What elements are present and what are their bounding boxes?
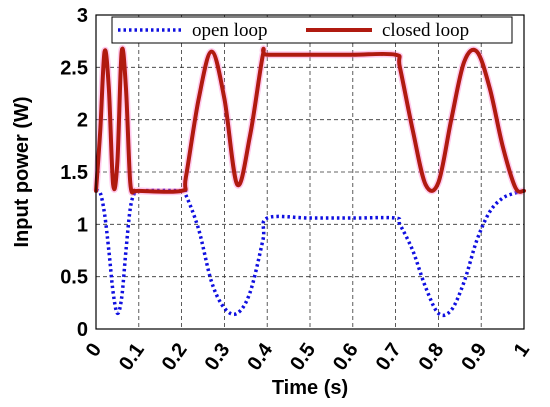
plot-frame — [95, 14, 525, 330]
y-tick-label: 0 — [77, 319, 88, 341]
y-tick-label: 1.5 — [60, 162, 88, 184]
legend-label-closed-loop: closed loop — [382, 20, 469, 41]
x-tick-label: 0.6 — [329, 339, 363, 374]
series-line-closed-loop — [94, 46, 526, 195]
x-tick-label: 1 — [510, 339, 534, 361]
x-tick-label: 0.2 — [158, 339, 192, 374]
legend: open loop closed loop — [111, 16, 513, 44]
y-tick-label: 2.5 — [60, 57, 88, 79]
x-tick-label: 0.8 — [415, 339, 449, 374]
y-axis-title: Input power (W) — [11, 96, 33, 247]
y-tick-label: 0.5 — [60, 267, 88, 289]
series-layer — [92, 45, 526, 318]
x-tick-label: 0 — [82, 339, 106, 361]
y-tick-label: 2 — [77, 110, 88, 132]
x-tick-label: 0.3 — [201, 339, 235, 374]
x-axis-title: Time (s) — [272, 377, 348, 399]
y-tick-label: 1 — [77, 214, 88, 236]
x-tick-label: 0.4 — [243, 339, 277, 375]
x-tick-label: 0.5 — [286, 339, 320, 374]
y-tick-label: 3 — [77, 5, 88, 27]
x-tick-label: 0.7 — [372, 339, 406, 374]
x-tick-label: 0.9 — [457, 339, 491, 374]
legend-label-open-loop: open loop — [192, 20, 267, 41]
x-tick-label: 0.1 — [115, 339, 149, 374]
series-line-open-loop — [95, 188, 525, 318]
